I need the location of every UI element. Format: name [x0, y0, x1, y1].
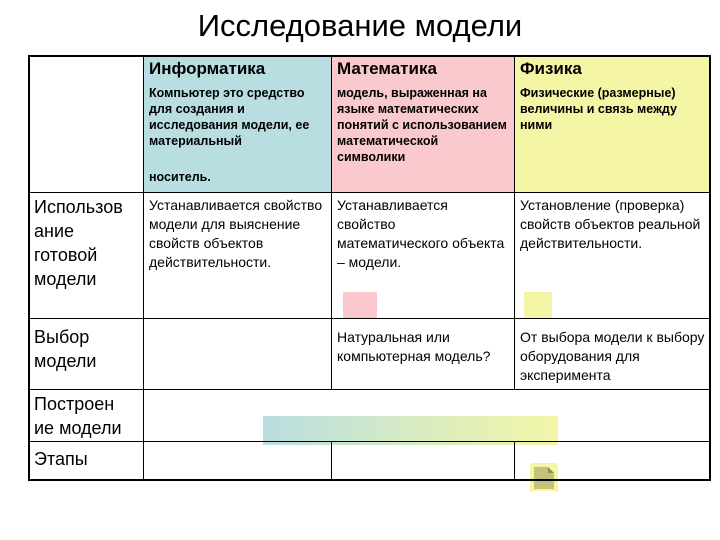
table-cell: Устанавливается свойство математического…: [337, 197, 505, 270]
header-title: Математика: [337, 59, 437, 78]
table-cell: Устанавливается свойство модели для выяс…: [149, 197, 323, 270]
row-label-stages: Этапы: [34, 449, 88, 469]
header-title: Информатика: [149, 59, 266, 78]
divider: [331, 441, 332, 481]
divider: [331, 55, 332, 390]
header-description: модель, выраженная на языке математическ…: [337, 86, 507, 164]
table-cell: Установление (проверка) свойств объектов…: [520, 197, 701, 251]
divider: [514, 441, 515, 481]
divider: [28, 318, 711, 319]
header-physics: Физика Физические (размерные) величины и…: [514, 56, 711, 192]
table-cell: От выбора модели к выбору оборудования д…: [520, 329, 705, 383]
row-label-usage: Использов ание готовой модели: [34, 197, 123, 289]
pink-marker: [343, 292, 377, 319]
yellow-marker: [524, 292, 552, 319]
divider: [28, 441, 711, 442]
divider: [143, 55, 144, 481]
header-description-tail: носитель.: [149, 170, 211, 184]
divider: [28, 192, 711, 193]
gradient-bar: [263, 416, 558, 445]
row-label-building: Построен ие модели: [34, 394, 122, 438]
table-cell: Натуральная или компьютерная модель?: [337, 329, 491, 364]
divider: [514, 55, 515, 390]
header-informatics: Информатика Компьютер это средство для с…: [143, 56, 331, 192]
table-border: [28, 55, 711, 481]
header-mathematics: Математика модель, выраженная на языке м…: [331, 56, 514, 192]
header-description: Компьютер это средство для создания и ис…: [149, 86, 310, 148]
row-label-choice: Выбор модели: [34, 327, 97, 371]
header-description: Физические (размерные) величины и связь …: [520, 86, 677, 132]
slide-title: Исследование модели: [197, 8, 523, 43]
header-title: Физика: [520, 59, 582, 78]
document-icon: [530, 463, 558, 491]
divider: [28, 389, 711, 390]
